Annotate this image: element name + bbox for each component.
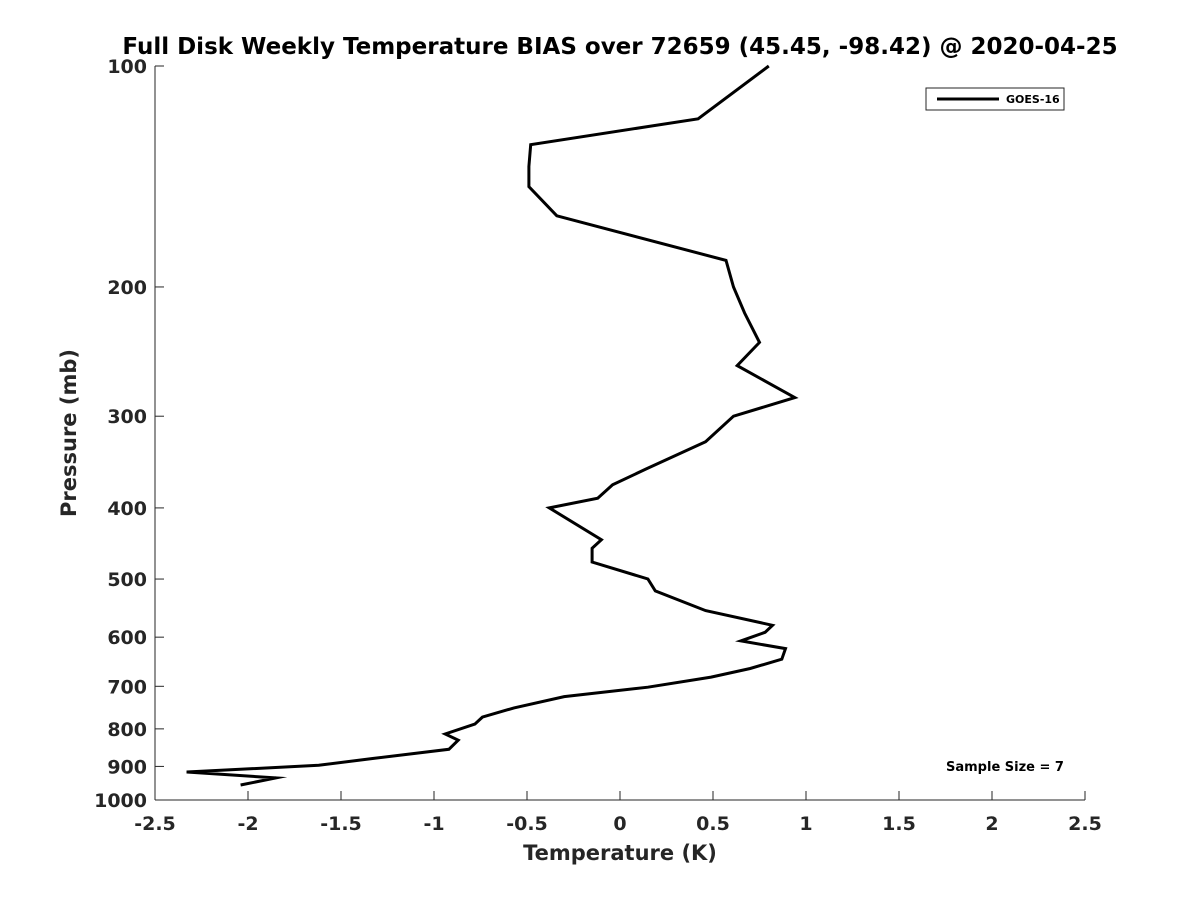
x-tick-label: 2 — [985, 813, 998, 835]
series-line-goes-16 — [186, 64, 799, 787]
x-axis-label: Temperature (K) — [523, 841, 717, 865]
y-tick-label: 900 — [107, 756, 147, 778]
series-layer — [186, 64, 799, 787]
y-tick-label: 600 — [107, 627, 147, 649]
x-tick-label: -2.5 — [134, 813, 176, 835]
x-tick-label: 1.5 — [882, 813, 916, 835]
x-tick-label: 0 — [613, 813, 626, 835]
x-tick-label: 0.5 — [696, 813, 730, 835]
chart-title: Full Disk Weekly Temperature BIAS over 7… — [122, 34, 1117, 60]
x-tick-label: 1 — [799, 813, 812, 835]
sample-size-annotation: Sample Size = 7 — [946, 760, 1064, 775]
x-tick-label: -2 — [237, 813, 258, 835]
y-tick-label: 400 — [107, 498, 147, 520]
y-tick-label: 300 — [107, 406, 147, 428]
y-tick-label: 700 — [107, 676, 147, 698]
x-tick-label: -0.5 — [506, 813, 548, 835]
y-tick-label: 800 — [107, 719, 147, 741]
y-tick-label: 200 — [107, 277, 147, 299]
y-ticks: 100 200 300 400 500 600 700 800 900 1000 — [94, 56, 164, 812]
plot-area: -2.5 -2 -1.5 -1 -0.5 0 0.5 1 1.5 2 2.5 100 200 300 40… — [94, 56, 1102, 835]
legend: GOES-16 — [925, 87, 1065, 111]
x-ticks: -2.5 -2 -1.5 -1 -0.5 0 0.5 1 1.5 2 2.5 — [134, 791, 1102, 835]
x-tick-label: 2.5 — [1068, 813, 1102, 835]
legend-label-goes-16: GOES-16 — [1006, 93, 1060, 106]
y-tick-label: 500 — [107, 569, 147, 591]
y-tick-label: 100 — [107, 56, 147, 78]
y-tick-label: 1000 — [94, 790, 147, 812]
y-axis-label: Pressure (mb) — [57, 349, 81, 517]
x-tick-label: -1.5 — [320, 813, 362, 835]
x-tick-label: -1 — [423, 813, 444, 835]
